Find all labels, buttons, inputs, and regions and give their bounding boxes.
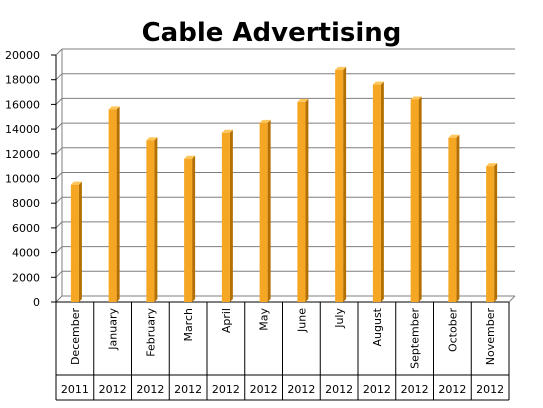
x-tick-label: April xyxy=(220,308,233,333)
y-tick-label: 6000 xyxy=(12,222,40,235)
y-tick-label: 10000 xyxy=(5,173,40,186)
bar-side xyxy=(229,129,233,302)
x-tick-label: October xyxy=(446,308,459,352)
bar xyxy=(184,158,193,302)
bar-side xyxy=(78,181,82,302)
bar xyxy=(108,109,117,302)
bar xyxy=(410,99,419,303)
bar-top xyxy=(486,163,498,167)
bar-top xyxy=(410,96,422,100)
year-label: 2012 xyxy=(99,383,127,396)
bar xyxy=(221,132,230,302)
bar xyxy=(372,84,381,302)
bar-side xyxy=(456,134,460,302)
bar-side xyxy=(192,155,196,302)
gridline-depth xyxy=(55,73,63,81)
x-tick-label: March xyxy=(182,308,195,342)
y-tick-label: 18000 xyxy=(5,74,40,87)
axis-labels: 0 2000 4000 6000 8000 10000 12000 14000 16000 180… xyxy=(5,49,504,396)
year-label: 2012 xyxy=(438,383,466,396)
bar-side xyxy=(154,137,158,302)
bar-side xyxy=(305,98,309,303)
year-label: 2012 xyxy=(174,383,202,396)
gridline-depth xyxy=(55,147,63,155)
gridlines xyxy=(55,48,515,303)
y-tick-label: 0 xyxy=(33,296,40,309)
bar xyxy=(486,166,495,302)
x-tick-label: February xyxy=(144,308,157,357)
x-tick-label: November xyxy=(484,308,497,366)
bar-side xyxy=(267,119,271,302)
x-tick-label: September xyxy=(409,308,422,369)
bar-top xyxy=(146,137,158,141)
bar xyxy=(297,101,306,303)
bar-side xyxy=(494,163,498,302)
year-label: 2012 xyxy=(287,383,315,396)
gridline-depth xyxy=(55,295,63,303)
y-tick-label: 14000 xyxy=(5,123,40,136)
x-tick-label: January xyxy=(107,308,120,351)
bar-side xyxy=(380,81,384,302)
year-label: 2012 xyxy=(476,383,504,396)
x-tick-label: August xyxy=(371,307,384,346)
gridline-depth xyxy=(55,122,63,130)
y-tick-label: 8000 xyxy=(12,197,40,210)
bar-side xyxy=(418,96,422,303)
bar-top xyxy=(335,66,347,70)
year-label: 2012 xyxy=(212,383,240,396)
bar-top xyxy=(297,98,309,102)
gridline-depth xyxy=(55,98,63,105)
chart-title: Cable Advertising xyxy=(141,18,402,48)
year-label: 2012 xyxy=(136,383,164,396)
gridline-depth xyxy=(55,172,63,179)
bar xyxy=(70,184,79,302)
year-label: 2012 xyxy=(325,383,353,396)
floor-edge xyxy=(508,295,516,303)
bar-top xyxy=(108,106,120,110)
year-label: 2012 xyxy=(363,383,391,396)
year-label: 2012 xyxy=(250,383,278,396)
x-tick-label: May xyxy=(258,308,271,331)
x-tick-label: July xyxy=(333,308,346,329)
y-tick-label: 16000 xyxy=(5,98,40,111)
y-tick-label: 12000 xyxy=(5,148,40,161)
bar-top xyxy=(372,81,384,85)
y-tick-label: 2000 xyxy=(12,271,40,284)
gridline-depth xyxy=(55,196,63,204)
bar xyxy=(259,122,268,302)
axes xyxy=(51,49,516,401)
gridline-depth xyxy=(55,221,63,229)
bar-top xyxy=(448,134,460,138)
year-label: 2011 xyxy=(61,383,89,396)
x-tick-label: June xyxy=(295,308,308,333)
gridline-depth xyxy=(55,246,63,253)
y-tick-label: 4000 xyxy=(12,247,40,260)
bar-top xyxy=(221,129,233,133)
bar xyxy=(448,137,457,302)
bar-top xyxy=(70,181,82,185)
gridline-depth xyxy=(55,270,63,278)
bars xyxy=(70,66,498,303)
bar-top xyxy=(184,155,196,159)
bar-top xyxy=(259,119,271,123)
bar-side xyxy=(343,66,347,302)
year-label: 2012 xyxy=(401,383,429,396)
bar xyxy=(335,69,344,302)
bar xyxy=(146,140,155,302)
x-tick-label: December xyxy=(69,308,82,366)
y-tick-label: 20000 xyxy=(5,49,40,62)
gridline-depth xyxy=(55,48,63,56)
bar-side xyxy=(116,106,120,302)
